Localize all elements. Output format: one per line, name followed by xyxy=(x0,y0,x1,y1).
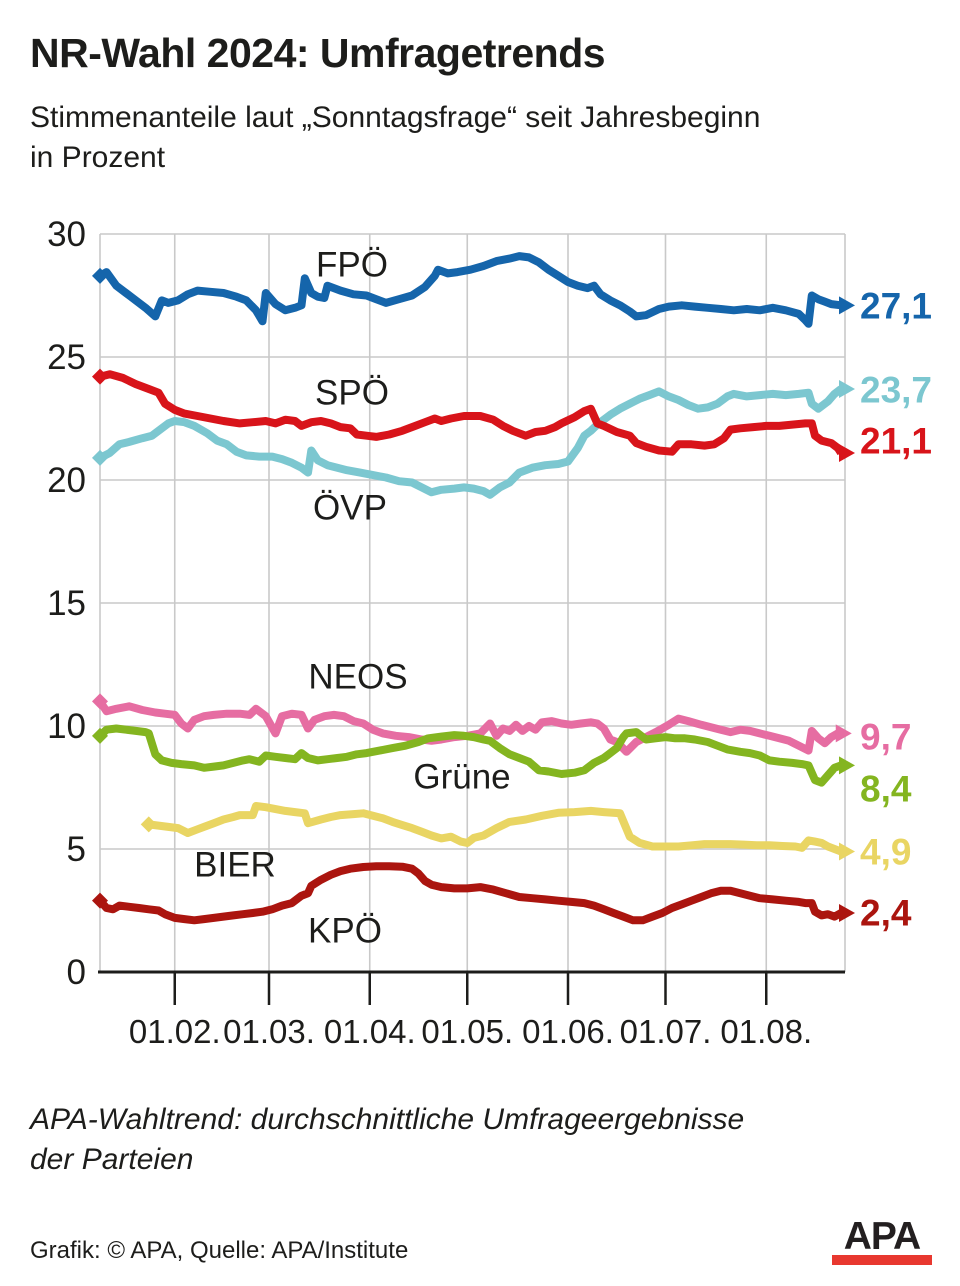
series-line-oevp xyxy=(98,385,844,499)
subtitle-line-1: Stimmenanteile laut „Sonntagsfrage“ seit… xyxy=(30,101,761,134)
chart-footnote: APA-Wahltrend: durchschnittliche Umfrage… xyxy=(30,1100,744,1180)
series-end-arrow-gruene xyxy=(839,756,855,775)
series-label-neos: NEOS xyxy=(308,658,407,697)
x-axis-label-01.04.: 01.04. xyxy=(324,1013,416,1050)
y-axis-label-20: 20 xyxy=(47,461,86,500)
x-axis-label-01.02.: 01.02. xyxy=(129,1013,221,1050)
series-line-bier xyxy=(148,802,843,856)
y-axis-label-10: 10 xyxy=(47,707,86,746)
series-value-neos: 9,7 xyxy=(860,717,911,758)
series-value-spoe: 21,1 xyxy=(860,421,932,462)
series-label-kpoe: KPÖ xyxy=(308,912,382,951)
series-label-fpoe: FPÖ xyxy=(316,246,388,285)
series-end-arrow-kpoe xyxy=(839,903,855,922)
series-label-oevp: ÖVP xyxy=(313,489,387,528)
y-axis-label-30: 30 xyxy=(47,215,86,254)
series-value-gruene: 8,4 xyxy=(860,769,912,810)
series-start-marker-neos xyxy=(92,693,108,710)
series-start-marker-gruene xyxy=(92,727,108,744)
series-start-marker-spoe xyxy=(92,368,108,385)
y-axis-label-0: 0 xyxy=(67,953,86,992)
series-end-arrow-spoe xyxy=(839,443,855,462)
series-end-arrow-fpoe xyxy=(839,296,855,315)
series-value-bier: 4,9 xyxy=(860,832,911,873)
series-line-fpoe xyxy=(98,252,842,328)
series-end-arrow-oevp xyxy=(839,379,855,398)
page-title: NR-Wahl 2024: Umfragetrends xyxy=(30,30,606,76)
series-start-marker-kpoe xyxy=(92,892,108,909)
subtitle-line-2: in Prozent xyxy=(30,141,166,174)
series-end-arrow-bier xyxy=(839,842,855,861)
apa-logo-text: APA xyxy=(843,1215,921,1258)
series-line-spoe xyxy=(99,370,845,456)
x-axis-label-01.05.: 01.05. xyxy=(421,1013,513,1050)
y-axis-label-5: 5 xyxy=(67,830,86,869)
footnote-line-2: der Parteien xyxy=(30,1143,194,1176)
series-value-fpoe: 27,1 xyxy=(860,286,932,327)
series-start-marker-fpoe xyxy=(92,267,108,284)
footnote-line-1: APA-Wahltrend: durchschnittliche Umfrage… xyxy=(30,1103,745,1136)
series-label-spoe: SPÖ xyxy=(315,374,389,413)
series-value-oevp: 23,7 xyxy=(860,370,932,411)
series-start-marker-bier xyxy=(140,816,157,833)
series-start-marker-oevp xyxy=(92,449,108,466)
series-label-gruene: Grüne xyxy=(413,758,510,797)
x-axis-label-01.07.: 01.07. xyxy=(620,1013,712,1050)
y-axis-label-25: 25 xyxy=(47,338,86,377)
x-axis-label-01.03.: 01.03. xyxy=(223,1013,315,1050)
series-label-bier: BIER xyxy=(194,846,276,885)
x-axis-label-01.06.: 01.06. xyxy=(522,1013,614,1050)
apa-logo: APA xyxy=(832,1215,932,1265)
series-line-neos xyxy=(96,699,840,756)
apa-logo-red-bar xyxy=(832,1255,932,1265)
series-value-kpoe: 2,4 xyxy=(860,893,912,934)
source-credit: Grafik: © APA, Quelle: APA/Institute xyxy=(30,1237,409,1264)
y-axis-label-15: 15 xyxy=(47,584,86,623)
x-axis-label-01.08.: 01.08. xyxy=(720,1013,812,1050)
chart-subtitle: Stimmenanteile laut „Sonntagsfrage“ seit… xyxy=(30,98,760,178)
series-line-gruene xyxy=(97,724,843,787)
series-end-arrow-neos xyxy=(835,724,852,743)
series-line-kpoe xyxy=(97,862,843,925)
